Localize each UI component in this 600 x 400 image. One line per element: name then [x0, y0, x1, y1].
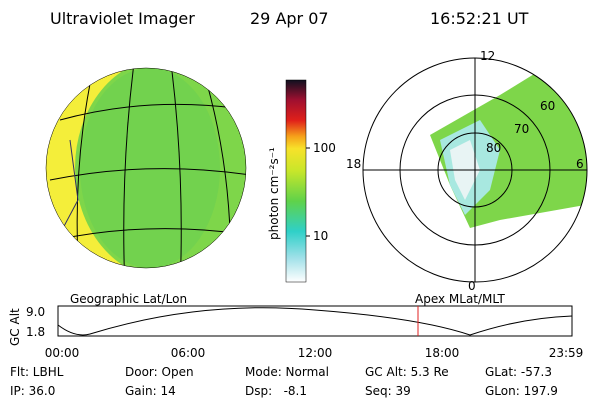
panel-title: Apex MLat/MLT [415, 292, 505, 306]
mlt-label: 18 [346, 157, 361, 171]
colorbar-tick: 10 [313, 229, 328, 243]
x-tick-label: 23:59 [549, 346, 584, 360]
info-field: Door: Open [125, 365, 194, 379]
y-tick-label: 9.0 [26, 305, 45, 319]
info-field: IP: 36.0 [10, 384, 55, 398]
colorbar [285, 79, 307, 283]
mlt-label: 12 [480, 49, 495, 63]
mlat-label: 60 [540, 99, 555, 113]
x-tick-label: 00:00 [45, 346, 80, 360]
mlat-label: 70 [514, 122, 529, 136]
x-tick-label: 06:00 [171, 346, 206, 360]
instrument: Ultraviolet Imager [50, 9, 195, 28]
info-field: Dsp: -8.1 [245, 384, 307, 398]
mlt-label: 6 [576, 157, 584, 171]
panel-title: Geographic Lat/Lon [70, 292, 187, 306]
date: 29 Apr 07 [250, 9, 329, 28]
info-field: GLon: 197.9 [485, 384, 558, 398]
colorbar-tick: 100 [313, 141, 336, 155]
y-tick-label: 1.8 [26, 325, 45, 339]
altitude-frame [57, 305, 573, 337]
x-tick-label: 12:00 [298, 346, 333, 360]
info-field: Gain: 14 [125, 384, 176, 398]
polar-image [430, 58, 587, 228]
info-field: Seq: 39 [365, 384, 411, 398]
info-field: Flt: LBHL [10, 365, 64, 379]
info-field: GC Alt: 5.3 Re [365, 365, 449, 379]
info-field: GLat: -57.3 [485, 365, 552, 379]
mlat-label: 80 [486, 141, 501, 155]
colorbar-label: photon cm⁻²s⁻¹ [267, 147, 281, 240]
time: 16:52:21 UT [430, 9, 529, 28]
y-axis-label: GC Alt [8, 308, 22, 346]
info-panel: Flt: LBHL Door: Open Mode: Normal GC Alt: 5… [10, 365, 558, 398]
info-field: Mode: Normal [245, 365, 329, 379]
mlt-label: 0 [468, 279, 476, 293]
altitude-curve [57, 307, 573, 336]
x-tick-label: 18:00 [425, 346, 460, 360]
globe-image [46, 68, 246, 268]
